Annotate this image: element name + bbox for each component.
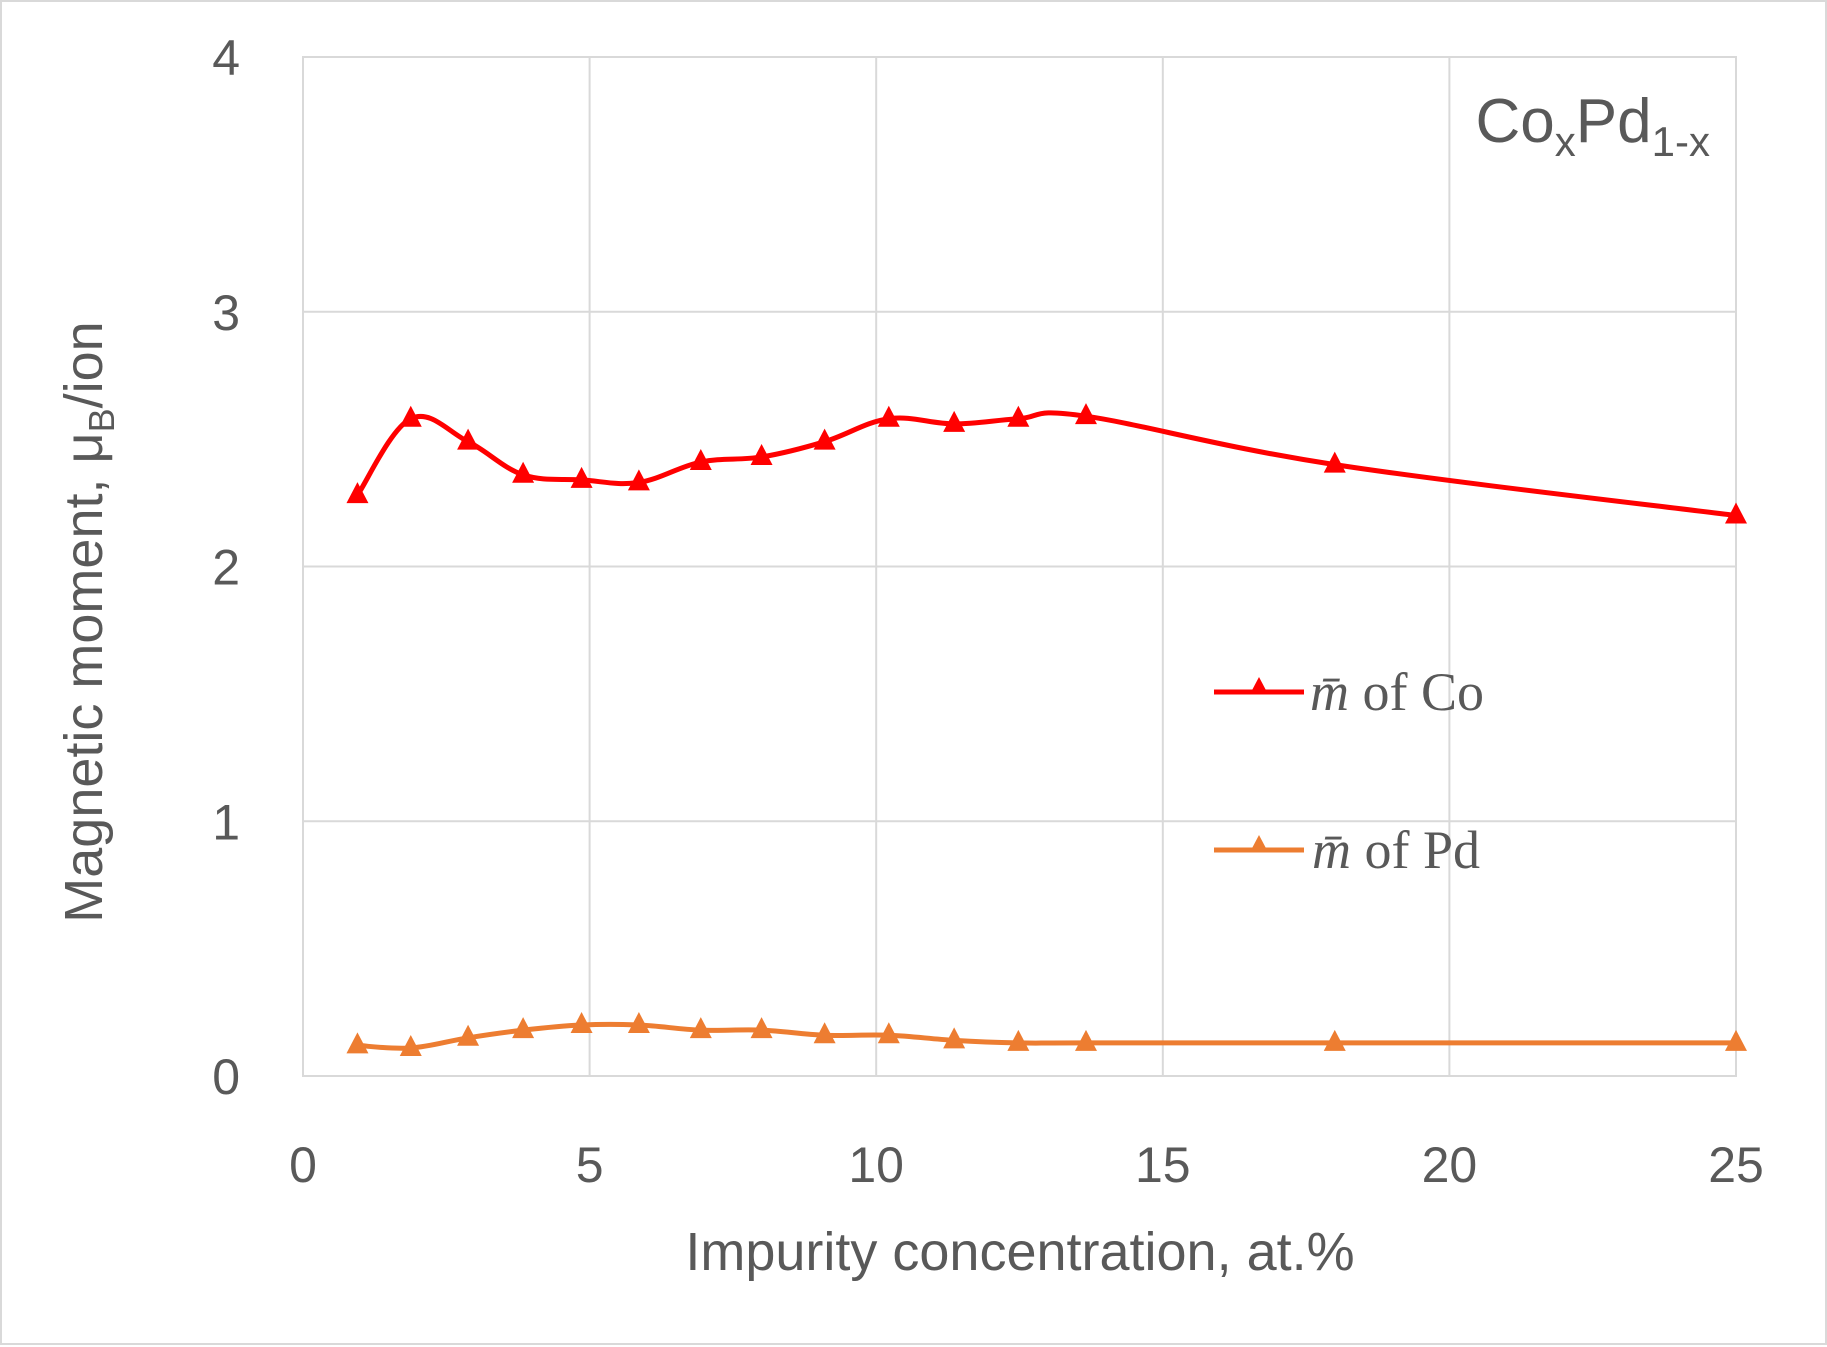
data-point-co [346,482,369,504]
legend-item-pd: m̄ of Pd [1214,820,1480,880]
formula-base-co: Co [1476,87,1555,156]
series-line-pd [357,1021,1736,1051]
gridlines [302,56,1737,1077]
data-point-co [877,405,900,427]
data-point-co [943,410,966,432]
data-point-co [570,466,593,488]
y-axis-title-subscript: B [81,408,122,432]
y-tick-label: 4 [212,30,240,86]
legend-label-pd: m̄ of Pd [1312,820,1480,880]
series-lines [346,403,1747,1056]
legend-item-co: m̄ of Co [1214,662,1484,722]
formula-sub-x: x [1555,118,1576,165]
x-tick-label: 10 [848,1137,904,1193]
data-point-co [627,469,650,491]
legend-text-pd: of Pd [1365,820,1481,880]
y-axis-title-prefix: Magnetic moment, μ [54,432,114,922]
data-point-pd [346,1032,369,1054]
x-tick-label: 0 [289,1137,317,1193]
series-line-co [355,410,1737,519]
y-axis-title: Magnetic moment, μB/ion [54,321,122,922]
legend-marker-co [1250,677,1268,694]
data-point-co [457,428,480,450]
data-point-co [1323,451,1346,473]
data-point-co [512,461,535,483]
legend-symbol-co: m̄ [1310,662,1349,722]
x-tick-label: 5 [576,1137,604,1193]
legend-text-co: of Co [1363,662,1485,722]
data-point-pd [1323,1029,1346,1051]
data-point-pd [943,1027,966,1049]
y-tick-label: 2 [212,540,240,596]
x-axis-title: Impurity concentration, at.% [685,1222,1354,1282]
data-point-pd [512,1017,535,1039]
x-tick-label: 15 [1135,1137,1191,1193]
data-point-co [689,449,712,471]
series-pd [346,1012,1747,1056]
data-point-co [813,428,836,450]
data-point-co [1007,405,1030,427]
data-point-pd [457,1024,480,1046]
x-tick-label: 20 [1422,1137,1478,1193]
legend: m̄ of Co m̄ of Pd [1214,662,1484,880]
formula-sub-1-x: 1-x [1652,118,1710,165]
data-point-pd [877,1022,900,1044]
legend-label-co: m̄ of Co [1310,662,1484,722]
legend-marker-pd [1250,835,1268,852]
data-point-pd [813,1022,836,1044]
y-axis-title-suffix: /ion [54,321,114,408]
data-point-pd [1007,1029,1030,1051]
data-point-pd [1725,1029,1747,1051]
data-point-co [399,405,422,427]
x-tick-label: 25 [1708,1137,1764,1193]
data-point-co [1725,502,1747,524]
y-tick-label: 3 [212,285,240,341]
data-point-pd [1074,1029,1097,1051]
data-point-co [1074,403,1097,425]
tick-labels: 0 5 10 15 20 25 0 1 2 3 4 [212,30,1764,1193]
data-point-co [750,443,773,465]
y-tick-label: 1 [212,794,240,850]
data-point-pd [399,1034,422,1056]
alloy-formula-label: CoxPd1-x [1476,87,1710,165]
formula-base-pd: Pd [1576,87,1652,156]
series-co [346,403,1747,524]
y-tick-label: 0 [212,1049,240,1105]
data-point-pd [627,1012,650,1034]
legend-symbol-pd: m̄ [1312,820,1351,880]
data-point-pd [750,1017,773,1039]
data-point-pd [570,1012,593,1034]
data-point-pd [689,1017,712,1039]
